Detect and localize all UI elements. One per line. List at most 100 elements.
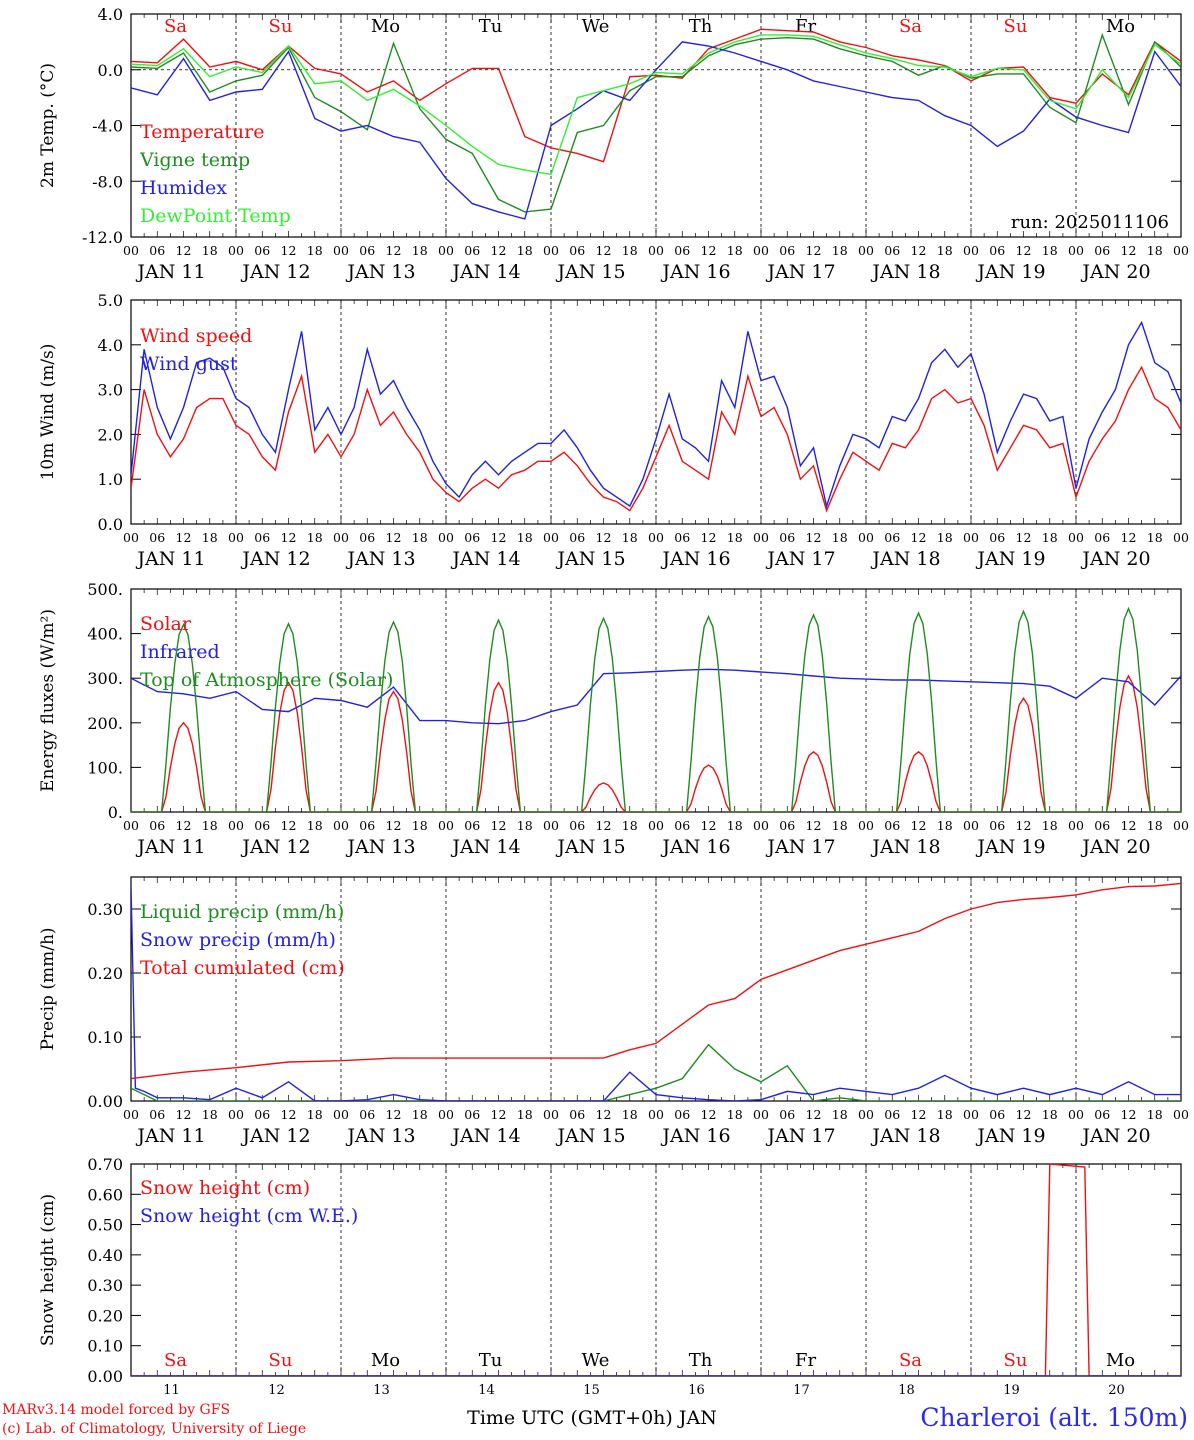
hour-label: 06 bbox=[779, 243, 795, 258]
hour-label: 12 bbox=[911, 243, 927, 258]
date-label: JAN 15 bbox=[555, 836, 625, 858]
hour-label: 00 bbox=[333, 243, 349, 258]
y-tick-label: 3.0 bbox=[98, 381, 123, 400]
hour-label: 18 bbox=[202, 530, 218, 545]
hour-label: 06 bbox=[779, 1107, 795, 1122]
date-label: JAN 18 bbox=[870, 1125, 940, 1147]
date-label: JAN 17 bbox=[765, 261, 835, 283]
y-axis-title: Snow height (cm) bbox=[38, 1194, 58, 1346]
y-tick-label: 0.0 bbox=[98, 61, 123, 80]
hour-label: 18 bbox=[622, 243, 638, 258]
weekday-label: Su bbox=[269, 16, 293, 37]
hour-label: 06 bbox=[359, 530, 375, 545]
weekday-label: We bbox=[582, 16, 610, 37]
hour-label: 12 bbox=[281, 243, 297, 258]
hour-label: 06 bbox=[884, 818, 900, 833]
legend-entry: Snow height (cm W.E.) bbox=[140, 1205, 358, 1227]
hour-label: 00 bbox=[858, 818, 874, 833]
hour-label: 18 bbox=[832, 530, 848, 545]
hour-label: 18 bbox=[1147, 243, 1163, 258]
hour-label: 18 bbox=[412, 530, 428, 545]
snow-precip-mm-h-line bbox=[131, 886, 1181, 1101]
hour-label: 00 bbox=[123, 243, 139, 258]
hour-label: 06 bbox=[254, 530, 270, 545]
wind-speed-line bbox=[131, 365, 1181, 513]
hour-label: 00 bbox=[1068, 1107, 1084, 1122]
weekday-label: Mo bbox=[371, 16, 400, 37]
hour-label: 12 bbox=[176, 818, 192, 833]
weekday-label: We bbox=[582, 1350, 610, 1371]
hour-label: 00 bbox=[648, 1107, 664, 1122]
hour-label: 18 bbox=[1042, 818, 1058, 833]
legend-entry: Temperature bbox=[140, 121, 264, 143]
date-label: JAN 17 bbox=[765, 548, 835, 570]
hour-label: 00 bbox=[228, 530, 244, 545]
hour-label: 18 bbox=[202, 818, 218, 833]
y-tick-label: 0.60 bbox=[87, 1185, 123, 1204]
hour-label: 12 bbox=[176, 1107, 192, 1122]
hour-label: 00 bbox=[753, 530, 769, 545]
hour-label: 00 bbox=[1173, 243, 1189, 258]
hour-label: 06 bbox=[569, 818, 585, 833]
hour-label: 18 bbox=[937, 818, 953, 833]
date-label: JAN 11 bbox=[135, 548, 205, 570]
hour-label: 06 bbox=[149, 1107, 165, 1122]
date-label: JAN 18 bbox=[870, 548, 940, 570]
hour-label: 12 bbox=[281, 818, 297, 833]
y-tick-label: 0. bbox=[108, 803, 123, 822]
hour-label: 00 bbox=[438, 530, 454, 545]
hour-label: 18 bbox=[832, 1107, 848, 1122]
hour-label: 06 bbox=[1094, 1107, 1110, 1122]
hour-label: 18 bbox=[622, 818, 638, 833]
hour-label: 12 bbox=[1016, 243, 1032, 258]
hour-label: 18 bbox=[727, 530, 743, 545]
weekday-label: Mo bbox=[371, 1350, 400, 1371]
top-of-atmosphere-solar-line bbox=[131, 606, 1181, 812]
date-label: JAN 13 bbox=[345, 1125, 415, 1147]
date-label: JAN 20 bbox=[1080, 836, 1150, 858]
hour-label: 06 bbox=[884, 1107, 900, 1122]
hour-label: 12 bbox=[596, 1107, 612, 1122]
day-number: 20 bbox=[1108, 1383, 1125, 1398]
date-label: JAN 12 bbox=[240, 548, 310, 570]
hour-label: 06 bbox=[254, 818, 270, 833]
day-number: 18 bbox=[898, 1383, 915, 1398]
date-label: JAN 20 bbox=[1080, 1125, 1150, 1147]
date-label: JAN 15 bbox=[555, 548, 625, 570]
hour-label: 06 bbox=[989, 1107, 1005, 1122]
weekday-label: Fr bbox=[795, 16, 816, 37]
hour-label: 18 bbox=[412, 818, 428, 833]
y-axis-title: Energy fluxes (W/m²) bbox=[38, 609, 58, 792]
hour-label: 12 bbox=[281, 1107, 297, 1122]
date-label: JAN 16 bbox=[660, 548, 730, 570]
hour-label: 00 bbox=[963, 243, 979, 258]
temperature-line bbox=[131, 28, 1181, 163]
total-cumulated-cm-line bbox=[131, 882, 1181, 1080]
date-label: JAN 18 bbox=[870, 261, 940, 283]
hour-label: 06 bbox=[884, 243, 900, 258]
weekday-label: Mo bbox=[1106, 16, 1135, 37]
legend-entry: Total cumulated (cm) bbox=[140, 957, 345, 979]
y-tick-label: 0.20 bbox=[87, 1306, 123, 1325]
hour-label: 18 bbox=[517, 530, 533, 545]
hour-label: 18 bbox=[1147, 818, 1163, 833]
hour-label: 06 bbox=[1094, 530, 1110, 545]
date-label: JAN 14 bbox=[450, 1125, 520, 1147]
hour-label: 12 bbox=[701, 530, 717, 545]
hour-label: 06 bbox=[569, 1107, 585, 1122]
hour-label: 18 bbox=[727, 243, 743, 258]
date-label: JAN 19 bbox=[975, 836, 1045, 858]
hour-label: 06 bbox=[464, 1107, 480, 1122]
hour-label: 00 bbox=[1173, 530, 1189, 545]
y-tick-label: 400. bbox=[87, 625, 123, 644]
day-number: 16 bbox=[688, 1383, 705, 1398]
hour-label: 00 bbox=[648, 818, 664, 833]
hour-label: 06 bbox=[884, 530, 900, 545]
hour-label: 18 bbox=[1147, 530, 1163, 545]
hour-label: 12 bbox=[911, 1107, 927, 1122]
date-label: JAN 20 bbox=[1080, 261, 1150, 283]
legend-entry: Vigne temp bbox=[139, 149, 250, 171]
date-label: JAN 17 bbox=[765, 1125, 835, 1147]
hour-label: 06 bbox=[149, 530, 165, 545]
hour-label: 06 bbox=[989, 818, 1005, 833]
